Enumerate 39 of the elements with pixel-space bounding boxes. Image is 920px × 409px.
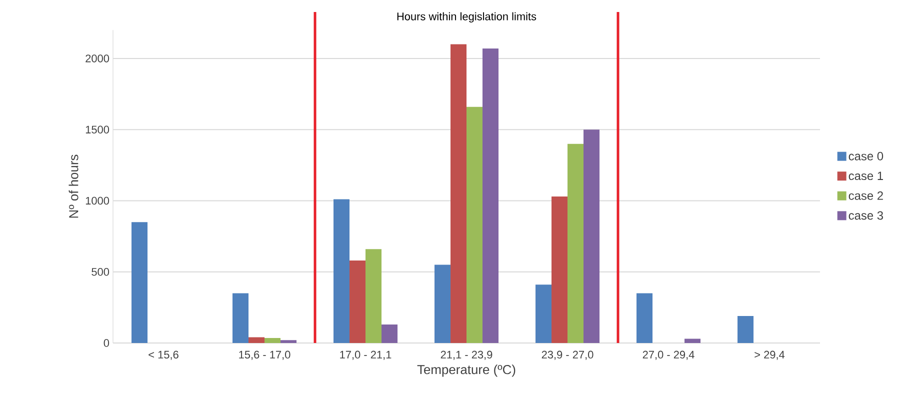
bar (280, 340, 297, 343)
bar (684, 338, 701, 343)
bar (636, 293, 653, 343)
x-tick-label: > 29,4 (754, 350, 785, 360)
bar (738, 316, 754, 343)
bar (232, 293, 249, 343)
bar (536, 284, 552, 343)
bar (434, 264, 451, 343)
bar (482, 48, 499, 343)
x-tick-label: 21,1 - 23,9 (440, 350, 492, 360)
bar (248, 337, 265, 343)
bar (382, 324, 398, 343)
y-tick-label: 1000 (86, 196, 110, 205)
x-tick-label: 27,0 - 29,4 (642, 350, 694, 360)
legend-label: case 1 (848, 172, 883, 180)
legend-label: case 3 (848, 211, 884, 220)
text: Hours within legislation limits (397, 12, 536, 22)
bar (584, 130, 600, 343)
legend-label: case 0 (848, 152, 884, 160)
x-tick-label: 23,9 - 27,0 (542, 350, 594, 360)
y-tick-label: 0 (104, 339, 110, 347)
x-tick-label: 15,6 - 17,0 (239, 350, 290, 360)
bar (450, 44, 467, 343)
y-axis-title: Nº of hours (68, 154, 78, 218)
x-tick-label: 17,0 - 21,1 (340, 350, 392, 360)
y-tick-label: 2000 (86, 54, 110, 62)
bar (366, 249, 382, 343)
bar (552, 196, 568, 343)
bar (466, 106, 483, 343)
bar (264, 338, 281, 343)
bar (568, 144, 584, 343)
y-tick-label: 1500 (86, 126, 110, 134)
legend-label: case 2 (848, 191, 883, 200)
y-tick-label: 500 (92, 268, 110, 276)
bar (334, 199, 350, 343)
bar (132, 222, 148, 343)
x-tick-label: < 15,6 (148, 350, 178, 360)
x-axis-title: Temperature (ºC) (417, 364, 516, 377)
bar (350, 260, 366, 343)
